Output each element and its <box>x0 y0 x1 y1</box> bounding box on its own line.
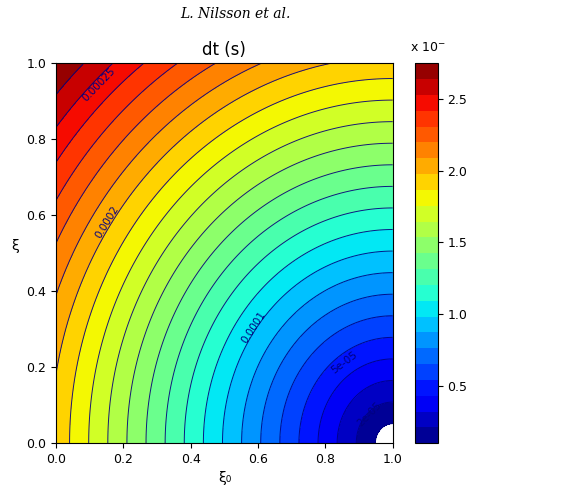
Text: 0.0001: 0.0001 <box>240 309 268 345</box>
Text: 2e-05: 2e-05 <box>355 400 383 429</box>
Text: 5e-05: 5e-05 <box>329 349 359 375</box>
Title: dt (s): dt (s) <box>203 41 246 59</box>
Text: x 10$^{-}$: x 10$^{-}$ <box>410 40 445 54</box>
Y-axis label: ξ: ξ <box>11 239 19 253</box>
Text: 0.0002: 0.0002 <box>94 204 121 240</box>
Text: L. Nilsson et al.: L. Nilsson et al. <box>181 7 291 21</box>
X-axis label: ξ₀: ξ₀ <box>218 471 231 486</box>
Text: 0.00025: 0.00025 <box>81 66 117 103</box>
